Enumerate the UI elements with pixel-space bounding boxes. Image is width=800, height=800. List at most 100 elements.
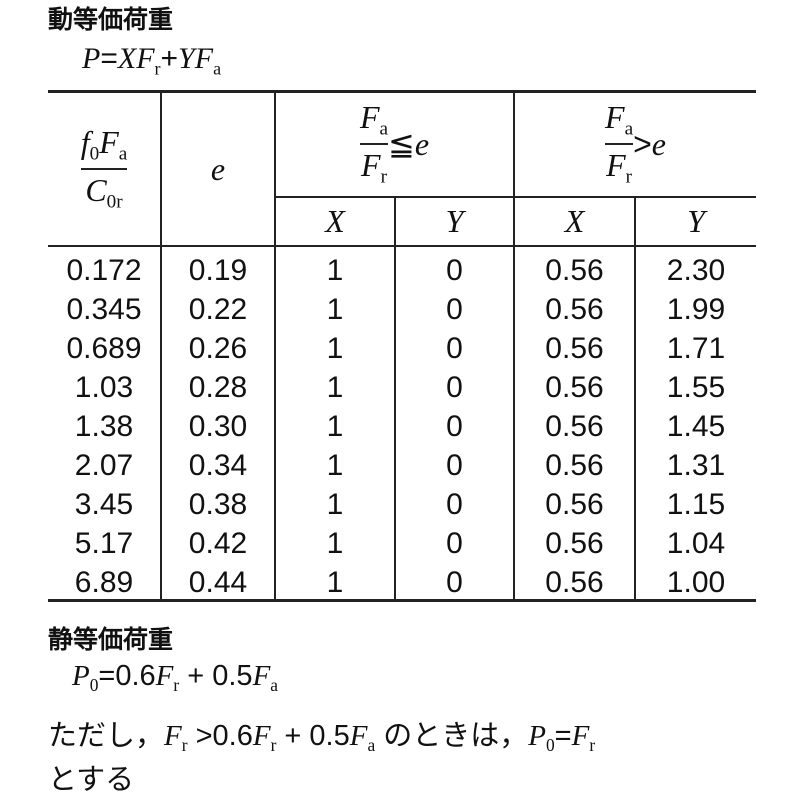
relation-symbol: > (633, 125, 652, 162)
table-cell: 1 (326, 488, 344, 521)
table-cell: 0.689 (66, 332, 142, 365)
table-cell: 0 (446, 527, 463, 560)
formula-subscript: r (270, 735, 277, 756)
formula-term: F (155, 660, 174, 692)
fraction-denominator: Fr (606, 147, 632, 189)
table-cell: 0 (446, 332, 463, 365)
col-divider (394, 197, 396, 601)
header-fa-fr-le-e: Fa Fr ≦ e (276, 92, 513, 196)
table-cell: 1 (326, 527, 344, 560)
formula-term: Y (178, 42, 195, 75)
table-cell: 1.99 (666, 293, 726, 326)
table-cell: 1 (326, 371, 344, 404)
table-cell: 0.34 (188, 449, 248, 482)
static-load-note-line2: とする (48, 764, 135, 796)
table-cell: 1 (326, 566, 344, 599)
formula-subscript: r (625, 166, 633, 188)
table-cell: 0.56 (545, 449, 604, 482)
table-cell: 0 (446, 566, 463, 599)
formula-subscript: 0 (89, 144, 100, 165)
table-row: 0.172 0.19 1 0 0.56 2.30 (48, 251, 756, 290)
table-cell: 0.22 (188, 293, 248, 326)
table-cell: 0.172 (66, 254, 142, 287)
table-cell: 2.30 (666, 254, 726, 287)
header-f0fa-c0r: f0Fa C0r (48, 92, 160, 246)
table-cell: 0 (446, 410, 463, 443)
table-row: 1.38 0.30 1 0 0.56 1.45 (48, 407, 756, 446)
subheader-x: X (325, 203, 345, 239)
subheader-y: Y (445, 203, 464, 239)
formula-term: F (252, 660, 271, 692)
formula-subscript: 0 (89, 675, 99, 696)
col-divider (634, 197, 636, 601)
subheader-y: Y (687, 203, 705, 239)
table-row: 6.89 0.44 1 0 0.56 1.00 (48, 563, 756, 602)
formula-subscript: a (367, 735, 376, 756)
table-cell: 5.17 (74, 527, 134, 560)
table-cell: 0.19 (188, 254, 248, 287)
formula-term: P (82, 42, 101, 75)
formula-subscript: a (624, 119, 634, 140)
formula-subscript: a (118, 144, 128, 165)
table-cell: 0.56 (545, 371, 604, 404)
table-cell: 0.42 (188, 527, 248, 560)
table-cell: 0.38 (188, 488, 248, 521)
formula-term: C (85, 172, 107, 208)
formula-term: F (605, 99, 625, 136)
table-cell: 1.31 (666, 449, 726, 482)
subheader-x: X (564, 203, 585, 239)
table-cell: 1.45 (666, 410, 726, 443)
formula-term: F (349, 720, 368, 752)
table-row: 3.45 0.38 1 0 0.56 1.15 (48, 485, 756, 524)
fraction-numerator: f0Fa (81, 124, 128, 166)
table-cell: 1 (326, 293, 344, 326)
formula-term: F (252, 720, 271, 752)
formula-subscript: a (213, 58, 222, 79)
formula-term: F (571, 720, 590, 752)
static-load-heading: 静等価荷重 (48, 626, 174, 654)
formula-subscript: r (380, 166, 387, 188)
table-cell: 1.04 (666, 527, 726, 560)
formula-subscript: 0 (545, 735, 555, 756)
static-load-formula: P0=0.6Fr + 0.5Fa (72, 660, 278, 696)
formula-term: ただし， (48, 720, 165, 752)
formula-term: f (80, 124, 90, 161)
formula-term: + 0.5 (179, 660, 253, 692)
table-top-rule (48, 90, 756, 93)
table-cell: 0 (446, 371, 463, 404)
formula-term: のときは， (375, 720, 529, 752)
col-divider (513, 91, 515, 601)
e-symbol: e (414, 125, 430, 162)
table-cell: 1.55 (666, 371, 726, 404)
table-cell: 0.56 (545, 566, 604, 599)
formula-subscript: 0r (106, 191, 123, 213)
table-cell: 0 (446, 293, 463, 326)
table-row: 0.345 0.22 1 0 0.56 1.99 (48, 290, 756, 329)
header-divider (275, 196, 756, 198)
table-cell: 0.26 (188, 332, 248, 365)
table-cell: 0.30 (188, 410, 248, 443)
formula-subscript: a (270, 675, 279, 696)
table-cell: 1.00 (666, 566, 726, 599)
table-cell: 3.45 (74, 488, 134, 521)
table-cell: 0 (446, 449, 463, 482)
dynamic-load-formula: P=XFr+YFa (82, 42, 221, 79)
formula-term: P (72, 660, 90, 692)
fraction-numerator: Fa (605, 99, 633, 141)
table-cell: 0.28 (188, 371, 248, 404)
formula-term: + (160, 42, 179, 75)
table-cell: 1.03 (74, 371, 134, 404)
formula-term: F (136, 42, 155, 75)
table-cell: 0.56 (545, 254, 604, 287)
table-bottom-rule (48, 599, 756, 602)
table-cell: 1.71 (666, 332, 726, 365)
formula-term: + 0.5 (276, 720, 350, 752)
formula-term: X (117, 42, 137, 75)
formula-term: F (164, 720, 182, 752)
formula-term: =0.6 (98, 660, 156, 692)
formula-subscript: r (181, 735, 188, 756)
table-row: 1.03 0.28 1 0 0.56 1.55 (48, 368, 756, 407)
table-cell: 1 (326, 410, 344, 443)
table-cell: 0.44 (188, 566, 248, 599)
table-row: 2.07 0.34 1 0 0.56 1.31 (48, 446, 756, 485)
